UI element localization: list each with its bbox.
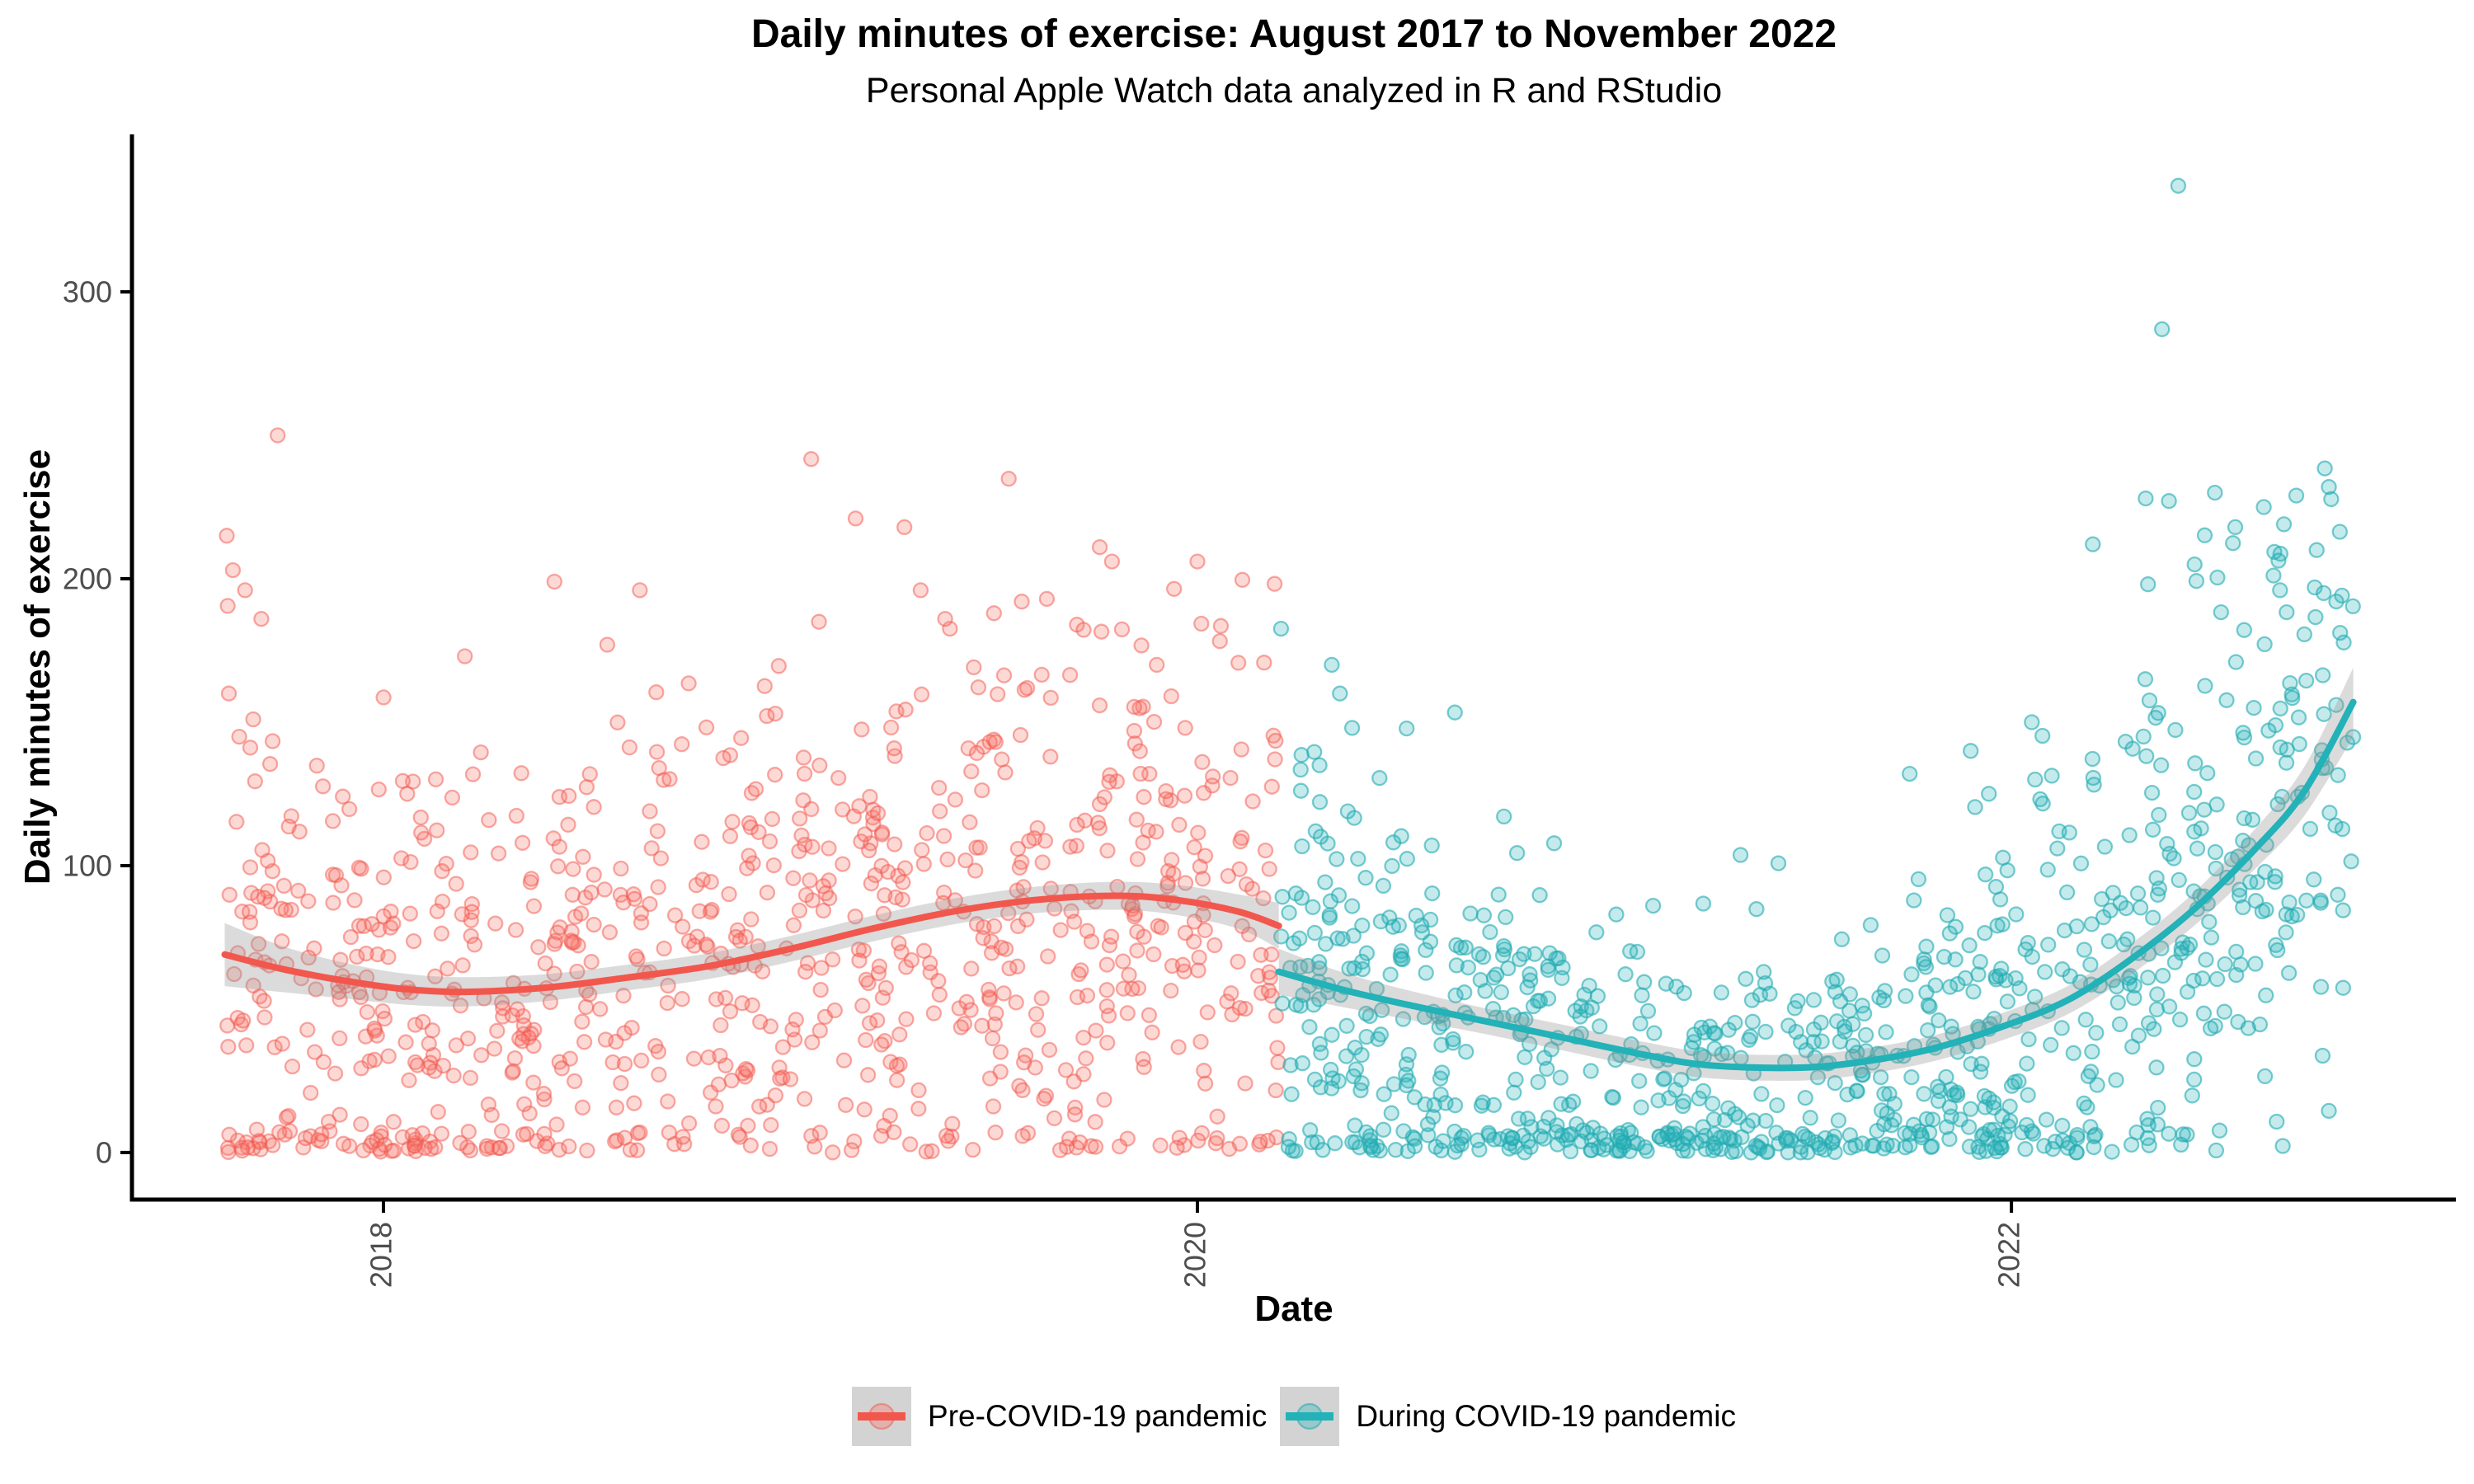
y-tick-label: 100 xyxy=(63,849,112,883)
axis-lines xyxy=(129,134,2456,1202)
during-covid-trend-line xyxy=(1275,698,2357,1072)
pre-covid-ci-band xyxy=(224,881,1279,1007)
x-tick-label: 2022 xyxy=(1992,1222,2026,1288)
legend-line-sample-pre xyxy=(858,1412,906,1421)
axes: 0 100 200 300 2018 2020 2022 xyxy=(63,134,2456,1288)
pre-covid-points xyxy=(219,427,1286,1161)
legend-item-during-covid: During COVID-19 pandemic xyxy=(1280,1387,1736,1446)
pre-covid-trend-line xyxy=(221,892,1282,996)
legend-key-pre-covid xyxy=(852,1387,912,1446)
y-tick-label: 300 xyxy=(63,275,112,309)
x-tick-label: 2020 xyxy=(1178,1222,1212,1288)
legend: Pre-COVID-19 pandemic During COVID-19 pa… xyxy=(132,1387,2456,1446)
legend-label-during-covid: During COVID-19 pandemic xyxy=(1356,1399,1736,1433)
x-axis-title: Date xyxy=(1254,1289,1333,1329)
legend-key-during-covid xyxy=(1280,1387,1340,1446)
x-tick-label: 2018 xyxy=(365,1222,398,1288)
legend-label-pre-covid: Pre-COVID-19 pandemic xyxy=(928,1399,1268,1433)
legend-line-sample-during xyxy=(1286,1412,1334,1421)
chart-subtitle: Personal Apple Watch data analyzed in R … xyxy=(865,71,1723,110)
during-covid-points xyxy=(1272,177,2362,1161)
y-axis-title: Daily minutes of exercise xyxy=(17,449,58,885)
y-tick-label: 200 xyxy=(63,562,112,596)
trend-lines xyxy=(221,698,2357,1072)
chart-title: Daily minutes of exercise: August 2017 t… xyxy=(750,12,1837,56)
plot-svg: 0 100 200 300 2018 2020 2022 Date Daily minute… xyxy=(17,134,2456,1329)
legend-item-pre-covid: Pre-COVID-19 pandemic xyxy=(852,1387,1267,1446)
confidence-bands xyxy=(224,667,2354,1081)
during-covid-ci-band xyxy=(1278,667,2354,1081)
y-tick-label: 0 xyxy=(96,1136,112,1170)
